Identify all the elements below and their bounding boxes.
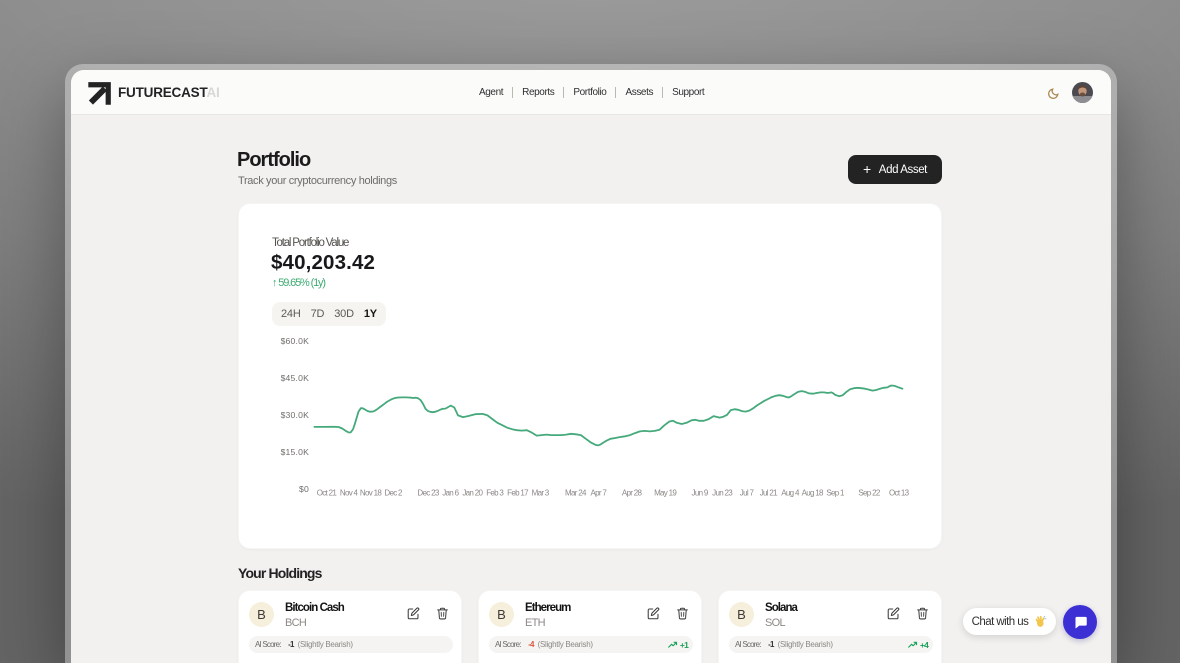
svg-text:Nov 4: Nov 4	[340, 489, 359, 498]
svg-text:$60.0K: $60.0K	[281, 336, 310, 346]
svg-text:Sep 1: Sep 1	[826, 489, 845, 498]
svg-text:Apr 28: Apr 28	[622, 489, 643, 498]
svg-text:Feb 3: Feb 3	[486, 489, 504, 498]
svg-text:Mar 3: Mar 3	[532, 489, 550, 498]
svg-text:Jul 7: Jul 7	[740, 489, 755, 498]
svg-text:Jan 6: Jan 6	[442, 489, 459, 498]
svg-text:Feb 17: Feb 17	[507, 489, 529, 498]
svg-text:$15.0K: $15.0K	[281, 447, 310, 457]
svg-text:Jun 23: Jun 23	[712, 489, 733, 498]
svg-text:Aug 4: Aug 4	[781, 489, 800, 498]
svg-text:Nov 18: Nov 18	[360, 489, 382, 498]
svg-text:May 19: May 19	[654, 489, 677, 498]
svg-text:$30.0K: $30.0K	[281, 410, 310, 420]
svg-text:Sep 22: Sep 22	[858, 489, 880, 498]
svg-text:Jan 20: Jan 20	[462, 489, 483, 498]
svg-text:Oct 21: Oct 21	[317, 489, 338, 498]
svg-text:Dec 2: Dec 2	[384, 489, 403, 498]
svg-text:Mar 24: Mar 24	[565, 489, 587, 498]
svg-text:$45.0K: $45.0K	[281, 373, 310, 383]
svg-text:Dec 23: Dec 23	[417, 489, 439, 498]
svg-text:Apr 7: Apr 7	[590, 489, 607, 498]
svg-text:Oct 13: Oct 13	[889, 489, 910, 498]
svg-text:Jun 9: Jun 9	[692, 489, 709, 498]
svg-text:Jul 21: Jul 21	[760, 489, 778, 498]
svg-text:$0: $0	[299, 484, 309, 494]
svg-text:Aug 18: Aug 18	[802, 489, 824, 498]
